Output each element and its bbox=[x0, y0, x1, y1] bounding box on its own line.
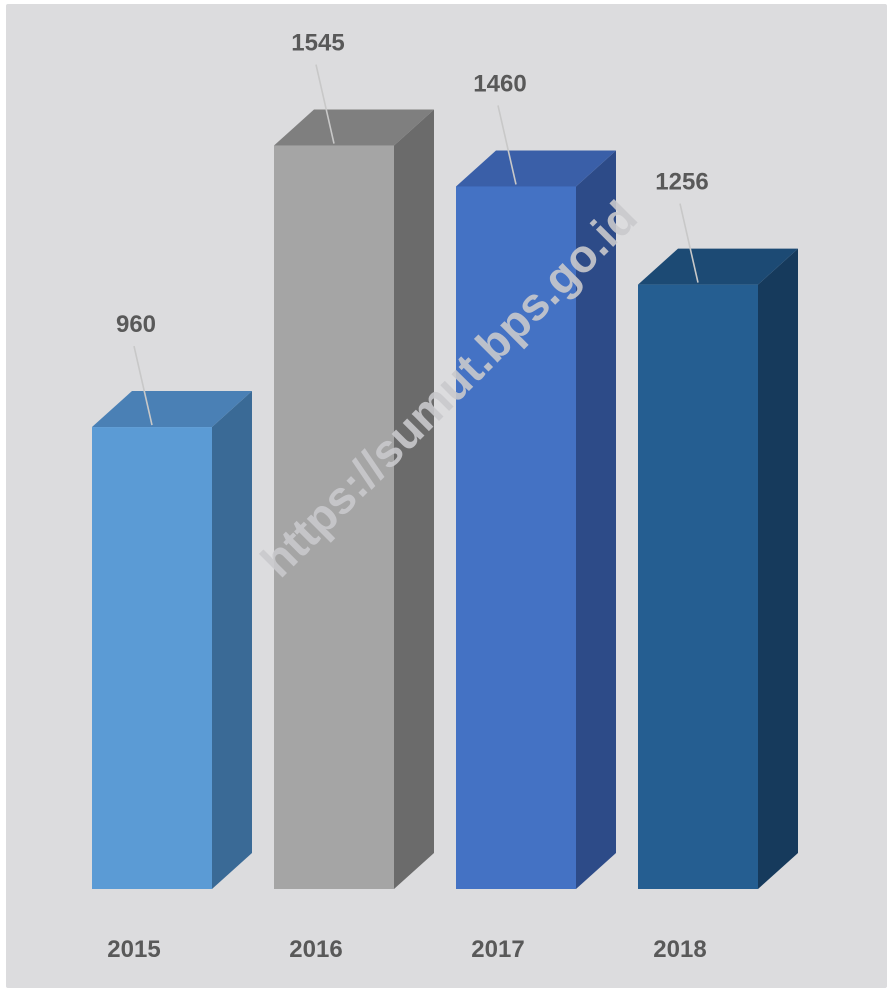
bar-front-2015 bbox=[92, 427, 212, 889]
bar-front-2017 bbox=[456, 186, 576, 889]
bar-side-2018 bbox=[758, 248, 798, 889]
category-label-2016: 2016 bbox=[289, 936, 342, 963]
bar-top-2017 bbox=[456, 150, 616, 187]
leader-line-2017 bbox=[497, 105, 517, 185]
labels-layer: 960 2015 1545 2016 1460 2017 1256 2018 bbox=[107, 30, 708, 963]
bar-2017 bbox=[456, 150, 616, 889]
bar-side-2016 bbox=[394, 109, 434, 889]
data-label-2015: 960 bbox=[116, 311, 156, 338]
leader-line-2015 bbox=[133, 345, 153, 426]
data-label-2016: 1545 bbox=[291, 30, 344, 57]
bar-2018 bbox=[638, 248, 798, 889]
leader-line-2018 bbox=[679, 203, 699, 283]
bar-front-2016 bbox=[274, 145, 394, 889]
bar-side-2017 bbox=[576, 150, 616, 889]
bar-top-2016 bbox=[274, 109, 434, 146]
bar-front-2018 bbox=[638, 284, 758, 889]
bar-2015 bbox=[92, 391, 252, 889]
category-label-2015: 2015 bbox=[107, 936, 160, 963]
category-label-2017: 2017 bbox=[471, 936, 524, 963]
bar-2016 bbox=[274, 109, 434, 889]
bar-top-2015 bbox=[92, 391, 252, 428]
bar-top-2018 bbox=[638, 248, 798, 285]
data-label-2018: 1256 bbox=[655, 169, 708, 196]
leader-line-2016 bbox=[315, 64, 335, 144]
data-label-2017: 1460 bbox=[473, 70, 526, 97]
bars-layer bbox=[92, 109, 798, 889]
bar-side-2015 bbox=[212, 391, 252, 889]
category-label-2018: 2018 bbox=[653, 936, 706, 963]
